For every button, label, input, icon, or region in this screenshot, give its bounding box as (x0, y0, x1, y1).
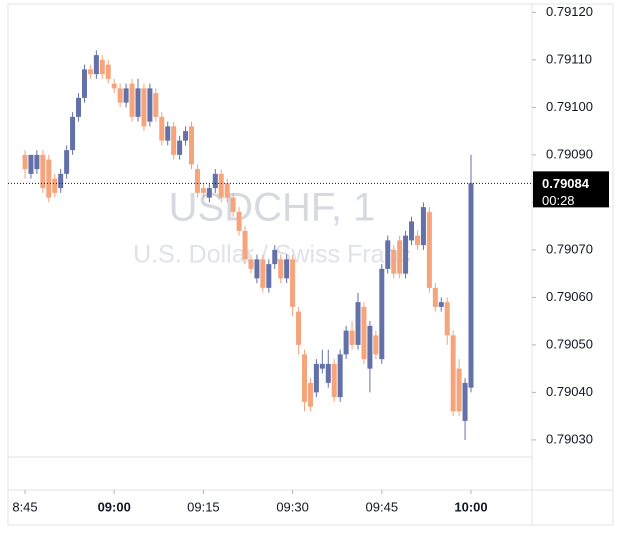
x-tick-label: 8:45 (12, 499, 37, 514)
candle-body (325, 363, 331, 383)
y-tick-label: 0.79120 (546, 4, 593, 19)
candle-body (337, 354, 343, 398)
candle-body (278, 259, 284, 279)
countdown-label: 00:28 (542, 193, 575, 208)
candle-body (105, 64, 111, 79)
candle-body (135, 88, 141, 117)
candle-body (444, 302, 450, 336)
candle-body (40, 154, 46, 189)
candle-body (379, 268, 385, 360)
candle-body (367, 325, 373, 369)
x-tick-label: 10:00 (454, 499, 487, 514)
candle-body (254, 259, 260, 279)
candle-body (260, 259, 266, 288)
candle-body (343, 330, 349, 355)
candle-body (212, 173, 218, 189)
candle-body (46, 159, 52, 198)
candle-body (290, 259, 296, 307)
candle-body (22, 154, 28, 170)
x-tick-label: 09:00 (98, 499, 131, 514)
candle-body (414, 235, 420, 246)
candle-body (87, 69, 93, 75)
candle-body (468, 183, 474, 388)
candle-body (420, 207, 426, 246)
candle-body (236, 211, 242, 231)
candle-body (159, 116, 165, 141)
candle-body (355, 302, 361, 345)
candle-body (52, 178, 58, 193)
candle-body (284, 259, 290, 279)
candle-body (432, 287, 438, 307)
y-tick-label: 0.79100 (546, 99, 593, 114)
candle-body (153, 93, 159, 117)
candle-body (70, 116, 76, 151)
candle-body (242, 230, 248, 260)
candle-body (385, 240, 391, 269)
candle-body (272, 249, 278, 265)
candle-body (58, 173, 64, 189)
candle-body (224, 183, 230, 198)
candle-body (99, 59, 105, 75)
candle-body (93, 55, 99, 75)
candle-body (76, 97, 82, 117)
candle-body (266, 264, 272, 288)
candle-body (403, 235, 409, 274)
candle-body (117, 88, 123, 103)
candle-body (183, 131, 189, 141)
y-tick-label: 0.79090 (546, 146, 593, 161)
x-tick-label: 09:30 (276, 499, 309, 514)
candle-body (200, 188, 206, 193)
candle-body (296, 311, 302, 345)
y-tick-label: 0.79040 (546, 384, 593, 399)
y-tick-label: 0.79070 (546, 241, 593, 256)
last-price-label: 0.79084 (542, 176, 590, 191)
watermark-description: U.S. Dollar / Swiss Franc (133, 241, 411, 269)
candle-body (301, 354, 307, 402)
candle-body (248, 259, 254, 269)
x-tick-label: 09:15 (187, 499, 220, 514)
x-tick-label: 09:45 (366, 499, 399, 514)
candle-body (28, 154, 34, 174)
candle-body (81, 69, 87, 98)
candle-body (171, 126, 177, 155)
candle-body (129, 83, 135, 117)
y-tick-label: 0.79110 (546, 51, 592, 66)
candle-body (361, 306, 367, 360)
y-tick-label: 0.79060 (546, 289, 593, 304)
candle-body (391, 249, 397, 274)
candle-body (34, 154, 40, 170)
candle-body (189, 126, 195, 165)
candle-body (450, 335, 456, 412)
chart-frame (7, 3, 614, 526)
candle-body (409, 221, 415, 241)
candle-body (111, 83, 117, 89)
candle-body (177, 140, 183, 155)
candle-body (206, 188, 212, 198)
y-tick-label: 0.79050 (546, 336, 593, 351)
candle-body (397, 240, 403, 274)
candle-body (165, 126, 171, 141)
candle-body (462, 382, 468, 421)
candle-body (373, 335, 379, 355)
candle-body (307, 382, 313, 407)
last-price-badge (533, 171, 609, 208)
y-tick-label: 0.79030 (546, 431, 593, 446)
candle-body (438, 302, 444, 307)
candle-body (230, 197, 236, 212)
candle-body (331, 363, 337, 398)
candle-body (218, 173, 224, 198)
candle-body (194, 169, 200, 193)
candle-body (349, 330, 355, 345)
candle-body (426, 211, 432, 288)
candle-body (64, 150, 70, 174)
candle-body (319, 363, 325, 369)
candle-body (313, 363, 319, 393)
candle-body (147, 88, 153, 122)
candle-body (123, 88, 129, 103)
candle-body (141, 88, 147, 127)
candle-body (456, 368, 462, 412)
